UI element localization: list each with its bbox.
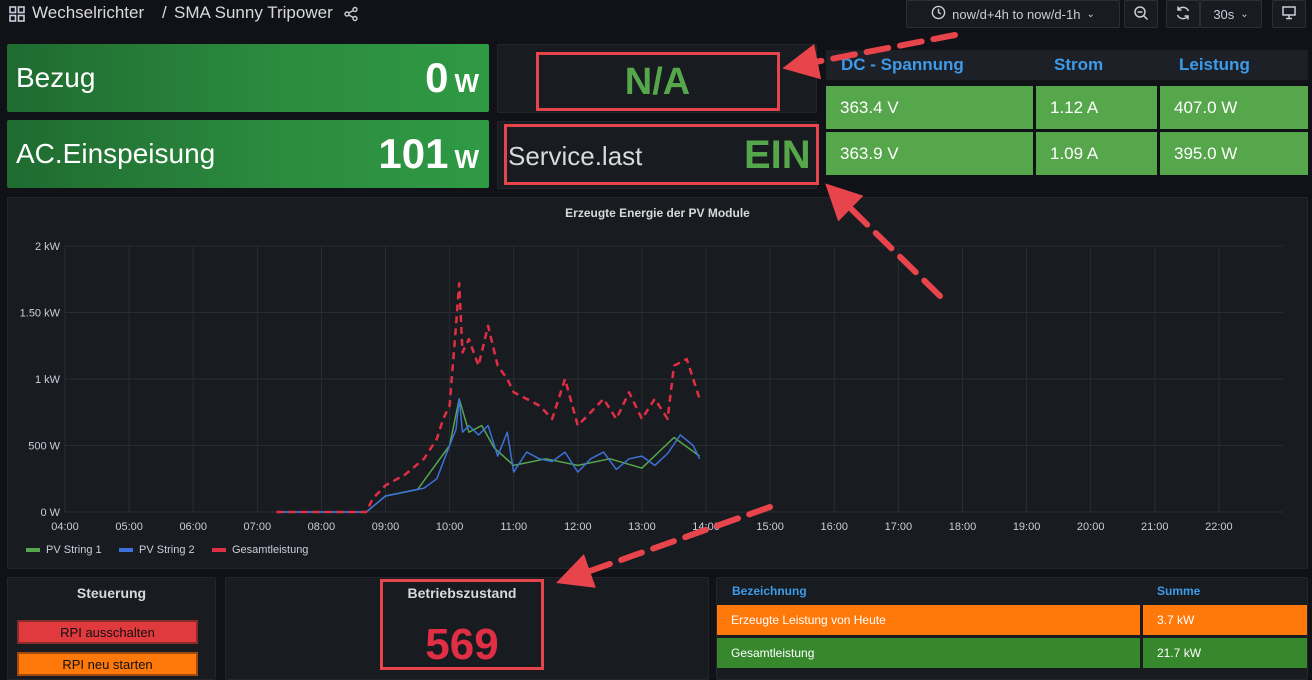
breadcrumb-folder[interactable]: Wechselrichter (32, 3, 145, 22)
summary-cell-label: Gesamtleistung (717, 638, 1140, 668)
summary-header-summe[interactable]: Summe (1157, 584, 1201, 598)
x-tick-label: 11:00 (500, 521, 527, 533)
highlight-box (536, 52, 780, 111)
stat-value-einspeisung: 101 W (378, 130, 479, 178)
dc-table-header-strom[interactable]: Strom (1054, 55, 1104, 74)
share-icon[interactable] (343, 6, 359, 27)
y-tick-label: 2 kW (35, 241, 61, 253)
stat-panel-service (497, 121, 817, 189)
steuerung-title: Steuerung (76, 585, 147, 601)
x-tick-label: 17:00 (885, 521, 913, 533)
chart-title[interactable]: Erzeugte Energie der PV Module (565, 206, 750, 220)
x-tick-label: 13:00 (628, 521, 656, 533)
x-tick-label: 04:00 (51, 521, 79, 533)
y-tick-label: 1 kW (35, 374, 61, 386)
summary-header-bezeichnung[interactable]: Bezeichnung (732, 584, 807, 598)
time-range-picker[interactable]: now/d+4h to now/d-1h ⌄ (906, 0, 1120, 28)
x-tick-label: 15:00 (756, 521, 784, 533)
x-tick-label: 12:00 (564, 521, 592, 533)
betriebszustand-value: 569 (425, 620, 499, 669)
legend-item-pv-string-2[interactable]: PV String 2 (119, 544, 195, 556)
x-tick-label: 06:00 (179, 521, 207, 533)
stat-panel-einspeisung: AC.Einspeisung 101 W (7, 120, 489, 188)
betriebszustand-panel (225, 577, 709, 680)
legend-label: PV String 2 (139, 544, 195, 556)
x-tick-label: 16:00 (820, 521, 848, 533)
x-tick-label: 18:00 (949, 521, 977, 533)
x-tick-label: 07:00 (244, 521, 272, 533)
legend-item-pv-string-1[interactable]: PV String 1 (26, 544, 102, 556)
dc-table-cell: 1.12 A (1036, 86, 1157, 129)
stat-label-service: Service.last (508, 141, 643, 171)
rpi-shutdown-button[interactable]: RPI ausschalten (17, 620, 198, 644)
x-tick-label: 10:00 (436, 521, 464, 533)
stat-label-bezug: Bezug (16, 62, 96, 93)
stat-unit: W (454, 144, 479, 174)
legend-label: PV String 1 (46, 544, 102, 556)
dc-table-header-leistung[interactable]: Leistung (1179, 55, 1250, 74)
series-line-pv-string-2 (276, 398, 701, 513)
stat-unit: W (454, 68, 479, 98)
stat-value-service: EIN (744, 133, 811, 177)
x-tick-label: 20:00 (1077, 521, 1105, 533)
y-tick-label: 500 W (28, 441, 60, 453)
zoom-out-button[interactable] (1124, 0, 1158, 28)
dc-table-cell: 407.0 W (1160, 86, 1308, 129)
chevron-down-icon: ⌄ (1240, 8, 1249, 20)
summary-cell-label: Erzeugte Leistung von Heute (717, 605, 1140, 635)
stat-label-einspeisung: AC.Einspeisung (16, 138, 216, 169)
clock-icon (931, 5, 946, 23)
rpi-restart-button[interactable]: RPI neu starten (17, 652, 198, 676)
stat-number: 0 (425, 54, 449, 101)
x-tick-label: 21:00 (1141, 521, 1169, 533)
dc-table-header-spannung[interactable]: DC - Spannung (841, 55, 964, 74)
betriebszustand-title: Betriebszustand (407, 585, 517, 601)
dc-table-header-row (826, 50, 1308, 80)
arrow-to-service (825, 183, 943, 299)
breadcrumb-separator: / (162, 3, 167, 22)
x-tick-label: 05:00 (115, 521, 143, 533)
chevron-down-icon: ⌄ (1086, 8, 1095, 20)
highlight-box (380, 579, 544, 670)
summary-cell-value: 21.7 kW (1143, 638, 1307, 668)
time-range-label: now/d+4h to now/d-1h (952, 6, 1081, 22)
dashboard-title[interactable]: SMA Sunny Tripower (174, 3, 333, 22)
y-tick-label: 1.50 kW (20, 308, 61, 320)
legend-item-gesamtleistung[interactable]: Gesamtleistung (212, 544, 308, 556)
refresh-icon (1175, 5, 1191, 24)
dc-table-cell: 395.0 W (1160, 132, 1308, 175)
x-tick-label: 09:00 (372, 521, 400, 533)
zoom-out-icon (1133, 5, 1149, 24)
legend-label: Gesamtleistung (232, 544, 309, 556)
dashboard-grid-icon[interactable] (9, 6, 25, 27)
legend-swatch (26, 548, 40, 552)
legend-swatch (119, 548, 133, 552)
stat-number: 101 (378, 130, 449, 177)
dc-table-cell: 363.9 V (826, 132, 1033, 175)
x-tick-label: 19:00 (1013, 521, 1041, 533)
summary-cell-value: 3.7 kW (1143, 605, 1307, 635)
arrow-to-na (782, 32, 958, 80)
legend-swatch (212, 548, 226, 552)
dc-table-cell: 363.4 V (826, 86, 1033, 129)
x-tick-label: 08:00 (308, 521, 336, 533)
stat-value-na: N/A (624, 61, 691, 103)
x-tick-label: 22:00 (1205, 521, 1233, 533)
tv-mode-button[interactable] (1272, 0, 1306, 28)
refresh-interval-picker[interactable]: 30s ⌄ (1200, 0, 1262, 28)
series-line-gesamtleistung (276, 281, 701, 514)
highlight-box (504, 124, 819, 185)
stat-panel-na (497, 44, 817, 113)
y-tick-label: 0 W (40, 507, 60, 519)
refresh-button[interactable] (1166, 0, 1200, 28)
monitor-icon (1281, 5, 1297, 24)
refresh-interval-label: 30s (1213, 6, 1235, 22)
arrow-to-betriebszustand (556, 504, 773, 588)
top-navbar: Wechselrichter / SMA Sunny Tripower now/… (0, 0, 1312, 30)
dc-table-cell: 1.09 A (1036, 132, 1157, 175)
